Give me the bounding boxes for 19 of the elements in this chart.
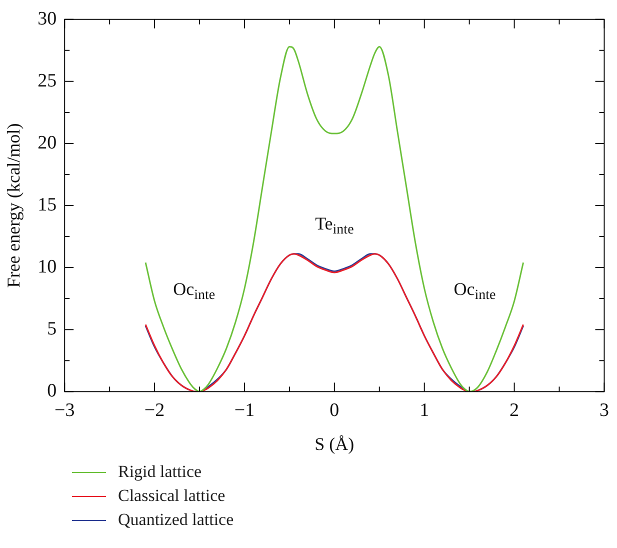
y-tick-label: 15 [38,194,57,216]
y-tick-label: 20 [38,132,57,154]
y-axis-title: Free energy (kcal/mol) [4,123,24,288]
y-tick-label: 10 [38,256,57,278]
y-tick-label: 0 [47,380,57,402]
x-tick-label: −3 [54,400,75,421]
legend-label: Rigid lattice [118,462,202,482]
x-tick-label: −2 [144,400,165,421]
x-tick-label: 1 [420,400,430,421]
legend-label: Classical lattice [118,486,226,506]
x-tick-label: −1 [234,400,255,421]
y-tick-label: 25 [38,70,57,92]
legend-label: Quantized lattice [118,510,234,530]
y-tick-label: 30 [38,8,57,30]
x-axis-title: S (Å) [314,434,354,454]
x-tick-label: 2 [510,400,520,421]
y-tick-label: 5 [47,318,57,340]
x-tick-label: 3 [600,400,609,421]
x-tick-label: 0 [330,400,340,421]
